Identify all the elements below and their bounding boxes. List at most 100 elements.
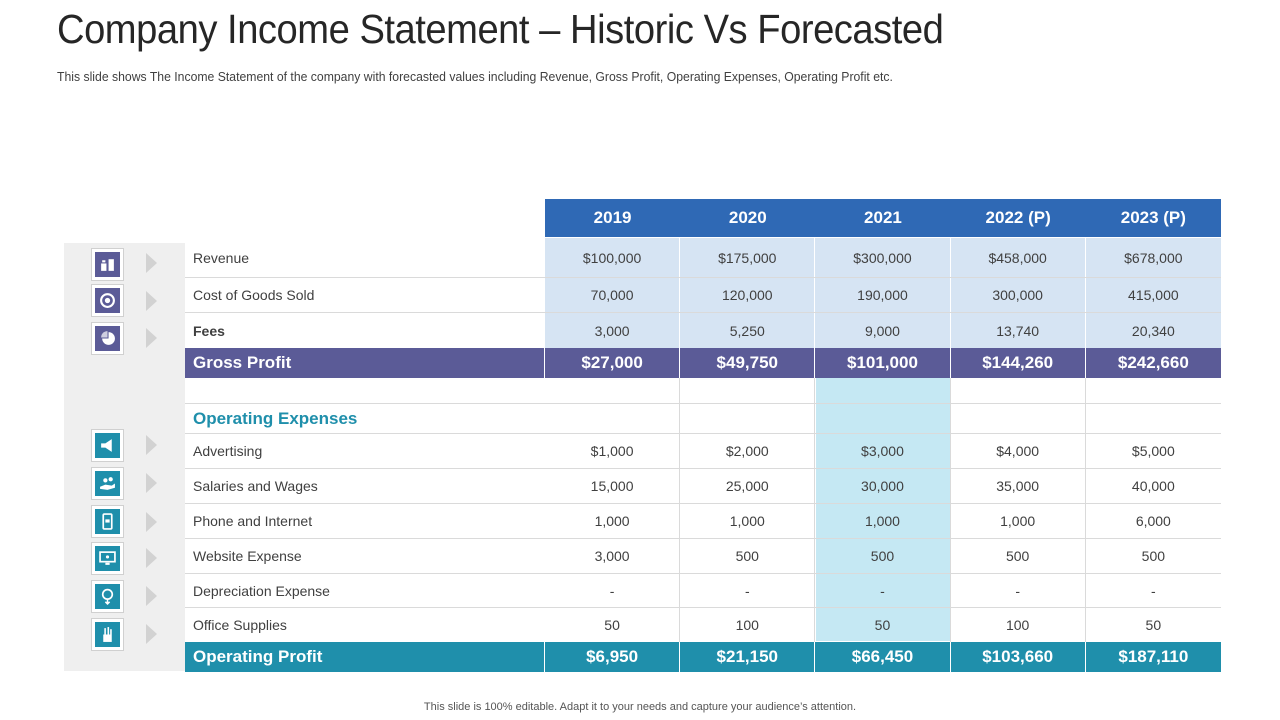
chevron-right-icon bbox=[146, 624, 157, 644]
chevron-right-icon bbox=[146, 253, 157, 273]
table-cell: 1,000 bbox=[951, 504, 1086, 538]
row-label: Office Supplies bbox=[193, 617, 287, 633]
table-cell: $458,000 bbox=[950, 238, 1086, 277]
table-cell: $1,000 bbox=[545, 434, 681, 468]
table-row-office-supplies: Office Supplies 50 100 50 100 50 bbox=[185, 608, 1221, 642]
row-label: Operating Profit bbox=[185, 642, 545, 672]
table-cell: 5,250 bbox=[680, 313, 816, 348]
table-row-phone: Phone and Internet 1,000 1,000 1,000 1,0… bbox=[185, 504, 1221, 539]
table-cell: 30,000 bbox=[815, 469, 951, 503]
money-bag-icon bbox=[101, 259, 114, 271]
page-title: Company Income Statement – Historic Vs F… bbox=[57, 6, 944, 52]
table-cell: $66,450 bbox=[815, 642, 951, 672]
row-label: Depreciation Expense bbox=[193, 582, 330, 599]
hand-coins-icon bbox=[100, 477, 115, 490]
table-cell: 1,000 bbox=[680, 504, 816, 538]
row-label: Phone and Internet bbox=[193, 513, 313, 529]
table-cell: 35,000 bbox=[951, 469, 1086, 503]
office-supplies-icon-box bbox=[91, 618, 124, 651]
revenue-icon-box bbox=[91, 248, 124, 281]
row-label: Gross Profit bbox=[185, 348, 545, 378]
row-label: Website Expense bbox=[193, 548, 302, 564]
table-cell: $242,660 bbox=[1117, 353, 1189, 372]
cogs-icon-box bbox=[91, 284, 124, 317]
pie-chart-icon bbox=[101, 331, 115, 345]
chevron-right-icon bbox=[146, 291, 157, 311]
table-cell: 13,740 bbox=[950, 313, 1086, 348]
table-cell: $300,000 bbox=[815, 238, 951, 277]
table-cell: $2,000 bbox=[680, 434, 816, 468]
salaries-icon-box bbox=[91, 467, 124, 500]
table-cell: 190,000 bbox=[815, 278, 951, 312]
table-row-opex-heading: Operating Expenses bbox=[185, 404, 1221, 434]
table-cell: 15,000 bbox=[545, 469, 681, 503]
row-label: Salaries and Wages bbox=[193, 478, 318, 494]
table-cell: 100 bbox=[680, 608, 816, 642]
table-row-depreciation: Depreciation Expense - - - - - bbox=[185, 574, 1221, 608]
advertising-icon-box bbox=[91, 429, 124, 462]
footer-note: This slide is 100% editable. Adapt it to… bbox=[423, 701, 857, 713]
fees-icon-box bbox=[91, 322, 124, 355]
table-cell: 9,000 bbox=[815, 313, 951, 348]
depreciation-icon-box bbox=[91, 580, 124, 613]
page-subtitle: This slide shows The Income Statement of… bbox=[57, 69, 893, 84]
table-cell: 6,000 bbox=[1135, 513, 1171, 529]
table-cell: $6,950 bbox=[545, 642, 681, 672]
table-cell: $3,000 bbox=[815, 434, 951, 468]
table-cell: 120,000 bbox=[680, 278, 816, 312]
section-heading: Operating Expenses bbox=[193, 408, 358, 428]
table-cell: 20,340 bbox=[1085, 313, 1221, 348]
row-label: Revenue bbox=[193, 249, 250, 266]
table-cell: - bbox=[545, 574, 681, 607]
table-cell: - bbox=[951, 574, 1086, 607]
pencil-cup-icon bbox=[103, 627, 112, 642]
table-cell: $27,000 bbox=[545, 348, 681, 378]
table-row-website: Website Expense 3,000 500 500 500 500 bbox=[185, 539, 1221, 574]
highlight-column-2021 bbox=[816, 378, 950, 641]
row-label: Cost of Goods Sold bbox=[193, 287, 315, 303]
gear-dollar-icon bbox=[100, 293, 115, 308]
phone-icon bbox=[102, 513, 113, 530]
table-row-fees: Fees 3,000 5,250 9,000 13,740 20,340 bbox=[185, 313, 1221, 348]
year-header: 2023 (P) bbox=[1120, 208, 1186, 227]
table-cell: 25,000 bbox=[680, 469, 816, 503]
table-cell: - bbox=[1151, 582, 1156, 599]
chevron-right-icon bbox=[146, 548, 157, 568]
table-cell: 500 bbox=[951, 539, 1086, 573]
table-cell: 3,000 bbox=[545, 539, 681, 573]
table-cell: 50 bbox=[815, 608, 951, 642]
monitor-icon bbox=[99, 551, 116, 565]
row-label: Advertising bbox=[193, 443, 263, 459]
table-cell: 3,000 bbox=[545, 313, 681, 348]
year-header: 2019 bbox=[593, 208, 632, 227]
table-row-salaries: Salaries and Wages 15,000 25,000 30,000 … bbox=[185, 469, 1221, 504]
coin-down-icon bbox=[101, 588, 114, 605]
year-header: 2022 (P) bbox=[985, 208, 1051, 227]
table-cell: 70,000 bbox=[545, 278, 681, 312]
table-cell: $100,000 bbox=[545, 238, 681, 277]
table-cell: 1,000 bbox=[815, 504, 951, 538]
megaphone-icon bbox=[101, 439, 112, 452]
table-row-spacer bbox=[185, 378, 1221, 404]
year-header-row: 2019 2020 2021 2022 (P) 2023 (P) bbox=[545, 199, 1221, 237]
table-cell: 40,000 bbox=[1131, 478, 1175, 494]
table-cell: 1,000 bbox=[545, 504, 681, 538]
table-cell: $187,110 bbox=[1118, 647, 1189, 666]
table-cell: $49,750 bbox=[680, 348, 816, 378]
table-cell: 415,000 bbox=[1085, 278, 1221, 312]
year-header: 2020 bbox=[728, 208, 767, 227]
table-cell: $101,000 bbox=[815, 348, 951, 378]
table-cell: 100 bbox=[951, 608, 1086, 642]
chevron-right-icon bbox=[146, 435, 157, 455]
table-cell: 50 bbox=[1145, 617, 1162, 633]
row-label: Fees bbox=[193, 322, 225, 339]
table-cell: $5,000 bbox=[1131, 443, 1175, 459]
table-row-cogs: Cost of Goods Sold 70,000 120,000 190,00… bbox=[185, 278, 1221, 313]
chevron-right-icon bbox=[146, 473, 157, 493]
table-row-revenue: Revenue $100,000 $175,000 $300,000 $458,… bbox=[185, 238, 1221, 278]
website-icon-box bbox=[91, 542, 124, 575]
chevron-right-icon bbox=[146, 586, 157, 606]
phone-icon-box bbox=[91, 505, 124, 538]
table-cell: $103,660 bbox=[951, 642, 1086, 672]
table-cell: 500 bbox=[815, 539, 951, 573]
